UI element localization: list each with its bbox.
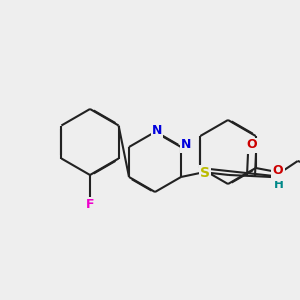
Text: O: O [247,139,257,152]
Text: H: H [274,178,284,191]
Text: N: N [181,139,191,152]
Text: F: F [86,199,94,212]
Text: N: N [274,167,284,179]
Text: O: O [272,164,283,178]
Text: N: N [152,124,162,136]
Text: S: S [200,166,210,180]
